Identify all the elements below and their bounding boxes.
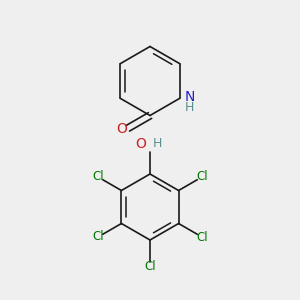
Text: H: H <box>152 137 162 150</box>
Text: Cl: Cl <box>144 260 156 274</box>
Text: N: N <box>185 90 195 104</box>
Text: O: O <box>136 137 146 151</box>
Text: Cl: Cl <box>92 170 104 184</box>
Text: H: H <box>185 101 194 114</box>
Text: O: O <box>116 122 128 136</box>
Text: Cl: Cl <box>196 170 208 184</box>
Text: Cl: Cl <box>196 230 208 244</box>
Text: Cl: Cl <box>92 230 104 244</box>
